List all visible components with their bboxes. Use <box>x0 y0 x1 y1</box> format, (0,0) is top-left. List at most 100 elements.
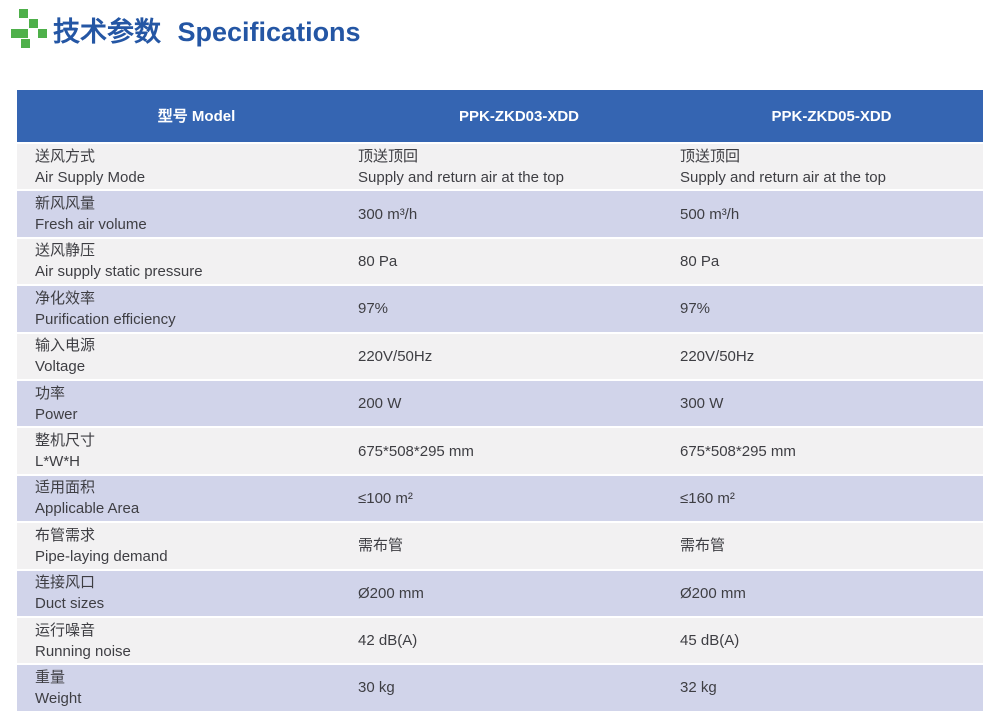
spec-label-zh: 送风方式 <box>35 147 96 165</box>
spec-table-body: 送风方式 Air Supply Mode 顶送顶回 Supply and ret… <box>17 144 983 711</box>
spec-label-en: Weight <box>35 689 82 707</box>
spec-value-line: 500 m³/h <box>680 205 740 223</box>
spec-label-cell: 整机尺寸 L*W*H <box>17 428 358 473</box>
spec-label-en: L*W*H <box>35 453 81 471</box>
spec-label-zh: 运行噪音 <box>35 621 96 639</box>
spec-value-line: Ø200 mm <box>680 584 746 602</box>
spec-label-cell: 连接风口 Duct sizes <box>17 571 358 616</box>
spec-value-cell-2: 97% <box>680 286 983 331</box>
spec-value-cell-2: 675*508*295 mm <box>680 428 983 473</box>
spec-value-line: 32 kg <box>680 679 717 697</box>
spec-label-en: Power <box>35 405 78 423</box>
spec-label-cell: 功率 Power <box>17 381 358 426</box>
spec-row-fresh-air-volume: 新风风量 Fresh air volume 300 m³/h 500 m³/h <box>17 191 983 237</box>
spec-label-zh: 输入电源 <box>35 337 96 355</box>
spec-label-en: Pipe-laying demand <box>35 547 168 565</box>
spec-row-voltage: 输入电源 Voltage 220V/50Hz 220V/50Hz <box>17 333 983 379</box>
section-header: 技术参数 Specifications <box>11 9 361 49</box>
spec-label-en: Applicable Area <box>35 500 140 518</box>
spec-value-cell-1: 顶送顶回 Supply and return air at the top <box>358 144 680 189</box>
spec-label-en: Air supply static pressure <box>35 263 203 281</box>
spec-label-cell: 送风方式 Air Supply Mode <box>17 144 358 189</box>
spec-value-line: 45 dB(A) <box>680 632 740 650</box>
pixel-square <box>29 19 38 28</box>
spec-value-cell-2: 80 Pa <box>680 239 983 284</box>
spec-label-cell: 重量 Weight <box>17 665 358 710</box>
spec-label-en: Duct sizes <box>35 595 105 613</box>
spec-table: 型号 Model PPK-ZKD03-XDD PPK-ZKD05-XDD 送风方… <box>17 90 983 711</box>
spec-value-line: 675*508*295 mm <box>680 442 796 460</box>
spec-label-en: Purification efficiency <box>35 310 176 328</box>
spec-row-dimensions: 整机尺寸 L*W*H 675*508*295 mm 675*508*295 mm <box>17 428 983 474</box>
pixel-square <box>19 9 28 18</box>
spec-value-line: Supply and return air at the top <box>680 168 886 186</box>
spec-label-zh: 布管需求 <box>35 526 96 544</box>
header-model-2: PPK-ZKD05-XDD <box>771 107 892 125</box>
spec-label-zh: 功率 <box>35 384 66 402</box>
spec-value-cell-2: 300 W <box>680 381 983 426</box>
spec-label-cell: 适用面积 Applicable Area <box>17 476 358 521</box>
spec-value-line: ≤160 m² <box>680 489 735 507</box>
spec-value-cell-2: 45 dB(A) <box>680 618 983 663</box>
spec-table-header-row: 型号 Model PPK-ZKD03-XDD PPK-ZKD05-XDD <box>17 90 983 142</box>
spec-label-zh: 适用面积 <box>35 479 96 497</box>
spec-value-cell-1: Ø200 mm <box>358 571 680 616</box>
spec-value-line: 顶送顶回 <box>680 147 741 165</box>
spec-label-zh: 整机尺寸 <box>35 432 96 450</box>
spec-value-line: 42 dB(A) <box>358 632 418 650</box>
spec-label-cell: 净化效率 Purification efficiency <box>17 286 358 331</box>
page-title-zh: 技术参数 <box>53 16 161 47</box>
spec-value-cell-1: 675*508*295 mm <box>358 428 680 473</box>
pixel-square <box>21 39 30 48</box>
spec-row-purification-efficiency: 净化效率 Purification efficiency 97% 97% <box>17 286 983 332</box>
header-model-1: PPK-ZKD03-XDD <box>458 107 579 125</box>
spec-value-line: 80 Pa <box>680 252 720 270</box>
spec-row-pipe-laying-demand: 布管需求 Pipe-laying demand 需布管 需布管 <box>17 523 983 569</box>
pixel-square <box>38 29 47 38</box>
spec-value-line: 80 Pa <box>358 252 398 270</box>
spec-row-power: 功率 Power 200 W 300 W <box>17 380 983 427</box>
spec-value-cell-1: 80 Pa <box>358 239 680 284</box>
spec-value-line: 顶送顶回 <box>358 147 419 165</box>
spec-value-cell-2: 500 m³/h <box>680 191 983 236</box>
spec-label-en: Air Supply Mode <box>35 168 146 186</box>
spec-label-zh: 连接风口 <box>35 574 96 592</box>
spec-value-cell-1: 220V/50Hz <box>358 334 680 379</box>
spec-value-cell-2: 220V/50Hz <box>680 334 983 379</box>
spec-row-running-noise: 运行噪音 Running noise 42 dB(A) 45 dB(A) <box>17 617 983 664</box>
page-title-en: Specifications <box>177 16 361 47</box>
spec-label-zh: 新风风量 <box>35 195 96 213</box>
spec-label-zh: 净化效率 <box>35 289 96 307</box>
spec-label-zh: 送风静压 <box>35 242 96 260</box>
spec-value-line: ≤100 m² <box>358 489 413 507</box>
spec-label-cell: 布管需求 Pipe-laying demand <box>17 523 358 568</box>
spec-label-cell: 送风静压 Air supply static pressure <box>17 239 358 284</box>
spec-value-line: Supply and return air at the top <box>358 168 564 186</box>
spec-value-line: 需布管 <box>358 537 404 555</box>
spec-label-cell: 输入电源 Voltage <box>17 334 358 379</box>
spec-value-cell-1: 97% <box>358 286 680 331</box>
spec-value-cell-1: 30 kg <box>358 665 680 710</box>
spec-value-line: 97% <box>358 300 389 318</box>
spec-value-cell-2: 需布管 <box>680 523 983 568</box>
spec-value-line: 220V/50Hz <box>358 347 433 365</box>
spec-row-weight: 重量 Weight 30 kg 32 kg <box>17 665 983 711</box>
spec-value-line: Ø200 mm <box>358 584 424 602</box>
spec-value-line: 200 W <box>358 395 402 413</box>
spec-value-cell-2: ≤160 m² <box>680 476 983 521</box>
spec-value-line: 675*508*295 mm <box>358 442 474 460</box>
spec-value-line: 需布管 <box>680 537 726 555</box>
spec-label-en: Running noise <box>35 642 131 660</box>
spec-value-cell-1: ≤100 m² <box>358 476 680 521</box>
spec-row-air-supply-mode: 送风方式 Air Supply Mode 顶送顶回 Supply and ret… <box>17 144 983 190</box>
pixel-squares-icon <box>11 9 49 49</box>
pixel-square <box>11 29 28 38</box>
spec-value-cell-2: Ø200 mm <box>680 571 983 616</box>
spec-value-line: 300 W <box>680 395 724 413</box>
spec-value-cell-1: 200 W <box>358 381 680 426</box>
spec-value-line: 300 m³/h <box>358 205 418 223</box>
header-model-label: 型号 Model <box>157 107 236 125</box>
spec-value-cell-1: 需布管 <box>358 523 680 568</box>
spec-value-cell-1: 42 dB(A) <box>358 618 680 663</box>
spec-value-cell-1: 300 m³/h <box>358 191 680 236</box>
